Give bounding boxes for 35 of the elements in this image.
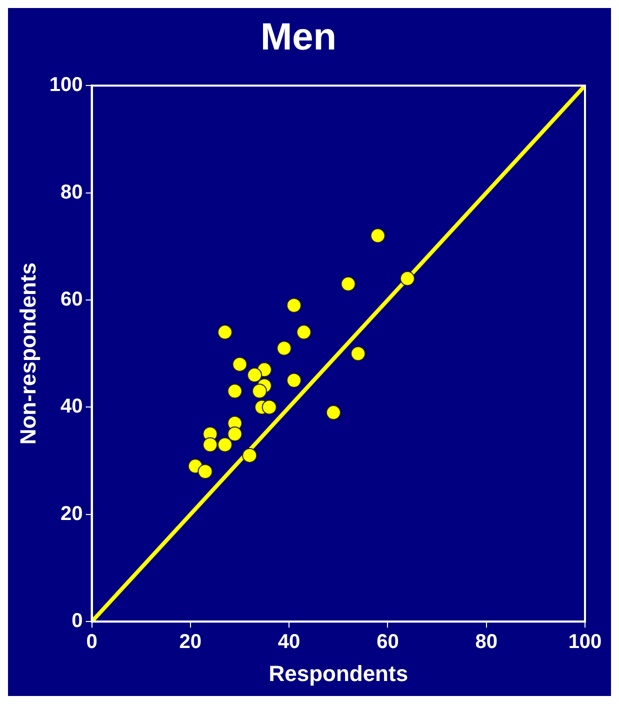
y-tick-label: 60 — [60, 288, 83, 311]
point — [286, 372, 302, 388]
y-axis-title: Non-respondents — [15, 262, 40, 445]
y-tick-label: 20 — [60, 502, 83, 525]
point — [340, 276, 356, 292]
x-tick-label: 0 — [86, 631, 98, 654]
point — [217, 324, 232, 340]
point — [227, 384, 242, 399]
point — [217, 437, 232, 452]
chart-title: Men — [260, 16, 336, 58]
x-tick-label: 100 — [568, 631, 602, 654]
x-tick-label: 20 — [179, 631, 202, 654]
point — [227, 426, 242, 442]
x-tick-label: 40 — [278, 631, 300, 654]
point — [232, 356, 248, 372]
y-tick-label: 40 — [60, 396, 83, 418]
x-tick-label: 60 — [376, 631, 399, 654]
point — [198, 464, 213, 480]
y-tick-label: 80 — [60, 181, 83, 204]
point — [296, 324, 312, 340]
point — [400, 271, 415, 286]
x-axis-title: Respondents — [268, 660, 408, 686]
point — [247, 368, 262, 383]
point — [262, 400, 277, 415]
point — [202, 437, 218, 452]
point — [370, 228, 386, 244]
point — [276, 340, 292, 356]
point — [350, 346, 366, 362]
x-tick-label: 80 — [475, 631, 498, 654]
y-tick-label: 100 — [49, 74, 83, 96]
point — [252, 384, 267, 399]
point — [286, 298, 302, 313]
point — [242, 448, 258, 463]
y-tick-label: 0 — [72, 610, 83, 632]
point — [326, 405, 341, 420]
